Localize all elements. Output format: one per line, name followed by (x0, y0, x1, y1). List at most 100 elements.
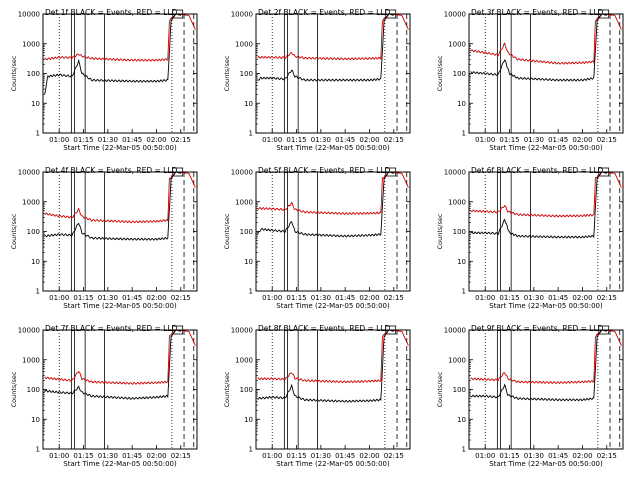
y-tick-label: 1 (462, 288, 466, 296)
plot-frame (255, 13, 411, 134)
x-tick-label: 01:00 (262, 136, 282, 144)
chart-title: Det 6f BLACK = Events, RED = LLD (471, 166, 604, 175)
lld-rate-series-line (44, 330, 196, 385)
events-rate-series-line (44, 14, 181, 95)
y-tick-label: 1000 (448, 198, 466, 206)
chart-panel-3: 1 10 100 1000 10000 01:00 01:15 01:30 01:45 02:00… (436, 8, 624, 152)
y-tick-label: 10 (244, 100, 253, 108)
y-tick-label: 100 (27, 70, 40, 78)
x-tick-label: 01:30 (524, 136, 544, 144)
events-rate-series-line (257, 330, 394, 403)
lld-rate-series-line (257, 172, 409, 215)
x-tick-label: 01:15 (499, 294, 519, 302)
lld-rate-series-line (44, 172, 196, 224)
y-axis-label: Counts/sec (436, 55, 444, 91)
x-tick-label: 01:00 (475, 294, 495, 302)
y-tick-label: 100 (453, 70, 466, 78)
y-axis-label: Counts/sec (10, 213, 18, 249)
x-tick-label: 02:00 (146, 452, 166, 460)
lld-rate-series-line (257, 330, 409, 384)
x-tick-label: 01:15 (73, 452, 93, 460)
y-tick-label: 10 (244, 416, 253, 424)
lld-rate-series-line (470, 172, 622, 218)
plot-frame (42, 329, 198, 450)
lld-rate-series-line (470, 14, 622, 65)
x-tick-label: 02:15 (384, 294, 404, 302)
y-tick-label: 1000 (22, 40, 40, 48)
lld-rate-series-line (44, 14, 196, 62)
x-tick-label: 02:00 (359, 136, 379, 144)
x-axis-label: Start Time (22-Mar-05 00:50:00) (489, 460, 603, 468)
chart-title: Det 4f BLACK = Events, RED = LLD (45, 166, 178, 175)
x-tick-label: 02:15 (597, 136, 617, 144)
y-tick-label: 1000 (235, 198, 253, 206)
x-tick-label: 02:15 (171, 452, 191, 460)
y-tick-label: 100 (240, 386, 253, 394)
y-tick-label: 10000 (18, 169, 40, 177)
y-axis-label: Counts/sec (10, 55, 18, 91)
x-tick-label: 01:30 (311, 452, 331, 460)
chart-panel-2: 1 10 100 1000 10000 01:00 01:15 01:30 01:45 02:00… (223, 8, 411, 152)
x-tick-label: 01:15 (286, 136, 306, 144)
x-axis-label: Start Time (22-Mar-05 00:50:00) (489, 302, 603, 310)
x-tick-label: 02:00 (359, 294, 379, 302)
events-rate-series-line (470, 172, 607, 239)
events-rate-series-line (44, 330, 181, 400)
plot-frame (255, 171, 411, 292)
y-tick-label: 10 (244, 258, 253, 266)
chart-title: Det 9f BLACK = Events, RED = LLD (471, 324, 604, 333)
y-tick-label: 100 (27, 386, 40, 394)
chart-title: Det 5f BLACK = Events, RED = LLD (258, 166, 391, 175)
x-tick-label: 01:45 (122, 136, 142, 144)
x-axis-label: Start Time (22-Mar-05 00:50:00) (63, 460, 177, 468)
x-tick-label: 01:00 (49, 136, 69, 144)
chart-panel-6: 1 10 100 1000 10000 01:00 01:15 01:30 01:45 02:00… (436, 166, 624, 310)
x-tick-label: 01:45 (548, 294, 568, 302)
events-rate-series-line (257, 14, 394, 82)
x-axis-label: Start Time (22-Mar-05 00:50:00) (276, 460, 390, 468)
x-tick-label: 02:15 (597, 294, 617, 302)
y-tick-label: 1000 (235, 40, 253, 48)
y-tick-label: 100 (453, 386, 466, 394)
x-tick-label: 01:30 (524, 452, 544, 460)
x-tick-label: 01:30 (98, 452, 118, 460)
x-tick-label: 01:15 (286, 452, 306, 460)
x-tick-label: 01:45 (122, 294, 142, 302)
x-tick-label: 02:15 (384, 136, 404, 144)
y-tick-label: 1000 (22, 356, 40, 364)
y-axis-label: Counts/sec (223, 55, 231, 91)
y-tick-label: 10000 (18, 327, 40, 335)
plot-frame (468, 329, 624, 450)
y-tick-label: 100 (240, 228, 253, 236)
x-axis-label: Start Time (22-Mar-05 00:50:00) (489, 144, 603, 152)
x-tick-label: 01:00 (49, 294, 69, 302)
x-axis-label: Start Time (22-Mar-05 00:50:00) (63, 144, 177, 152)
y-axis-label: Counts/sec (436, 213, 444, 249)
chart-panel-5: 1 10 100 1000 10000 01:00 01:15 01:30 01:45 02:00… (223, 166, 411, 310)
x-tick-label: 02:00 (146, 294, 166, 302)
x-tick-label: 01:45 (335, 452, 355, 460)
y-tick-label: 10 (457, 100, 466, 108)
y-tick-label: 10000 (231, 11, 253, 19)
events-rate-series-line (470, 14, 607, 82)
plot-frame (468, 171, 624, 292)
x-tick-label: 01:15 (73, 136, 93, 144)
plot-frame (42, 13, 198, 134)
y-tick-label: 1000 (22, 198, 40, 206)
plot-frame (42, 171, 198, 292)
events-rate-series-line (257, 172, 394, 238)
x-tick-label: 01:45 (548, 136, 568, 144)
y-tick-label: 1 (36, 446, 40, 454)
lld-rate-series-line (470, 330, 622, 385)
y-tick-label: 1 (36, 288, 40, 296)
x-tick-label: 01:00 (262, 452, 282, 460)
chart-title: Det 2f BLACK = Events, RED = LLD (258, 8, 391, 17)
y-tick-label: 100 (453, 228, 466, 236)
x-tick-label: 01:30 (98, 294, 118, 302)
x-tick-label: 01:15 (73, 294, 93, 302)
x-tick-label: 01:45 (335, 294, 355, 302)
x-tick-label: 01:45 (122, 452, 142, 460)
events-rate-series-line (44, 172, 181, 241)
y-tick-label: 10000 (231, 169, 253, 177)
x-tick-label: 02:00 (359, 452, 379, 460)
